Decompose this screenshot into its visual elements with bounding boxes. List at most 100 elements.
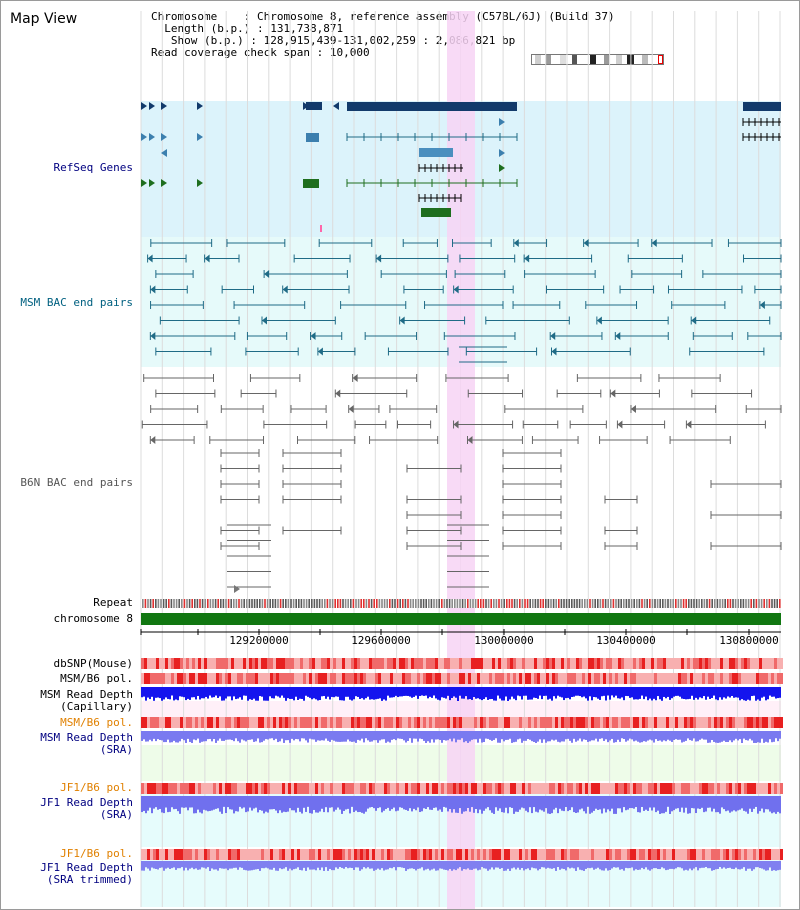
dbsnp-label[interactable]: dbSNP(Mouse) [53, 657, 133, 670]
heat-cell [150, 673, 153, 684]
jf1-b6-pol-label[interactable]: JF1/B6 pol. [60, 781, 133, 794]
depth-bar [161, 796, 163, 813]
heat-cell [642, 717, 645, 728]
depth-bar [421, 796, 423, 812]
depth-bar [179, 796, 181, 814]
depth-bar [433, 731, 435, 743]
repeat-mark [482, 599, 485, 608]
heat-cell [597, 658, 600, 669]
heat-cell [453, 673, 456, 684]
heat-cell [297, 849, 300, 860]
depth-bar [545, 861, 547, 869]
jf1-depth-trim-label[interactable]: JF1 Read Depth (SRA trimmed) [40, 862, 133, 886]
heat-cell [777, 658, 780, 669]
heat-cell [363, 783, 366, 794]
jf1-depth-sra-label[interactable]: JF1 Read Depth (SRA) [40, 797, 133, 821]
depth-bar [733, 796, 735, 811]
heat-cell [588, 849, 591, 860]
heat-cell [621, 717, 624, 728]
heat-cell [774, 783, 777, 794]
msm-depth-sra-label[interactable]: MSM Read Depth (SRA) [40, 732, 133, 756]
heat-cell [543, 658, 546, 669]
depth-bar [151, 687, 153, 697]
depth-bar [511, 731, 513, 743]
heat-cell [624, 673, 627, 684]
repeat-mark [690, 599, 693, 608]
depth-bar [163, 796, 165, 814]
depth-bar [259, 731, 261, 743]
heat-cell [186, 717, 189, 728]
depth-bar [683, 796, 685, 813]
msm-b6-pol-label[interactable]: MSM/B6 pol. [60, 672, 133, 685]
depth-bar [235, 796, 237, 812]
depth-bar [729, 687, 731, 698]
depth-bar [677, 687, 679, 696]
depth-bar [467, 796, 469, 808]
depth-bar [647, 861, 649, 870]
heat-cell [300, 849, 303, 860]
depth-bar [625, 731, 627, 742]
chromosome-bar [141, 613, 781, 625]
heat-cell [687, 717, 690, 728]
heat-cell [237, 673, 240, 684]
refseq-label[interactable]: RefSeq Genes [53, 161, 133, 174]
heat-cell [492, 783, 495, 794]
jf1-b6-pol-trim-label[interactable]: JF1/B6 pol. [60, 847, 133, 860]
heat-cell [393, 658, 396, 669]
heat-cell [618, 717, 621, 728]
chromosome-label: Chromosome [151, 10, 218, 23]
jf1-depth-trim-line1: JF1 Read Depth [40, 861, 133, 874]
depth-bar [763, 796, 765, 813]
heat-cell [588, 717, 591, 728]
heat-cell [141, 783, 144, 794]
heat-cell [462, 783, 465, 794]
depth-bar [295, 796, 297, 813]
pair-arrow [261, 316, 267, 325]
msm-b6-pol-sra-label[interactable]: MSM/B6 pol. [60, 716, 133, 729]
heat-cell [387, 717, 390, 728]
chromosome-label[interactable]: chromosome 8 [53, 612, 133, 625]
heat-cell [606, 673, 609, 684]
depth-bar [559, 861, 561, 870]
heat-cell [576, 658, 579, 669]
depth-bar [207, 731, 209, 740]
depth-bar [511, 687, 513, 697]
chromosome-ideogram[interactable] [531, 54, 664, 65]
heat-cell [453, 849, 456, 860]
heat-cell [759, 673, 762, 684]
heat-cell [432, 783, 435, 794]
depth-bar [331, 796, 333, 808]
heat-cell [456, 658, 459, 669]
b6n-bac-label[interactable]: B6N BAC end pairs [20, 476, 133, 489]
depth-bar [775, 861, 777, 871]
repeat-mark [318, 599, 321, 608]
depth-bar [751, 731, 753, 741]
heat-cell [762, 658, 765, 669]
depth-bar [687, 861, 689, 871]
repeat-mark [485, 599, 487, 608]
depth-bar [495, 687, 497, 701]
repeat-mark [745, 599, 747, 608]
depth-bar [709, 687, 711, 699]
repeat-mark [747, 599, 750, 608]
heat-cell [672, 673, 675, 684]
heat-cell [321, 717, 324, 728]
heat-cell [543, 673, 546, 684]
msm-depth-cap-label[interactable]: MSM Read Depth (Capillary) [40, 689, 133, 713]
heat-cell [348, 717, 351, 728]
depth-bar [299, 731, 301, 742]
heat-cell [711, 658, 714, 669]
depth-bar [157, 687, 159, 698]
repeat-label[interactable]: Repeat [93, 596, 133, 609]
heat-cell [168, 783, 171, 794]
depth-bar [349, 861, 351, 868]
depth-bar [685, 861, 687, 870]
heat-cell [267, 658, 270, 669]
depth-bar [713, 796, 715, 809]
depth-bar [627, 861, 629, 869]
depth-bar [371, 731, 373, 742]
heat-cell [663, 673, 666, 684]
msm-bac-label[interactable]: MSM BAC end pairs [20, 296, 133, 309]
repeat-mark [175, 599, 178, 608]
